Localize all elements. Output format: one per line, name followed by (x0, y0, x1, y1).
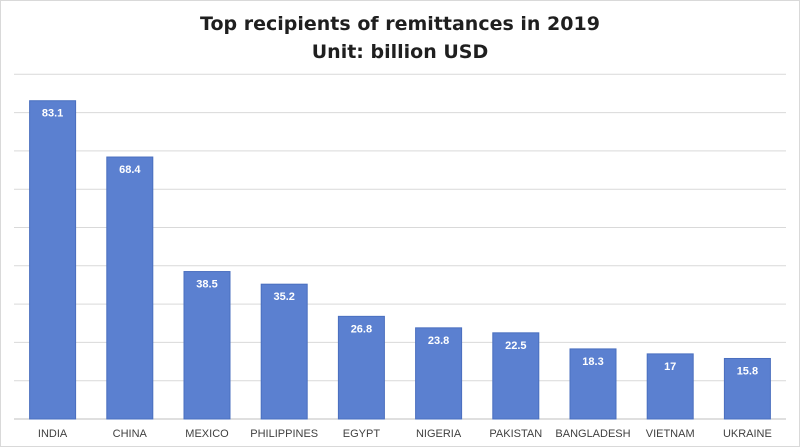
category-label: VIETNAM (646, 428, 695, 440)
data-label: 18.3 (582, 356, 603, 368)
data-label: 15.8 (737, 365, 758, 377)
data-label: 38.5 (196, 279, 217, 291)
category-label: MEXICO (185, 428, 229, 440)
bar-china (106, 156, 154, 420)
bar-ukraine (723, 357, 771, 420)
bars (29, 100, 771, 420)
category-label: PAKISTAN (489, 428, 542, 440)
bar-pakistan (492, 332, 540, 420)
chart-title: Top recipients of remittances in 2019 (200, 13, 600, 35)
category-label: INDIA (38, 428, 68, 440)
bar-vietnam (646, 353, 694, 420)
category-label: UKRAINE (723, 428, 772, 440)
bar-bangladesh (569, 348, 617, 420)
bar-egypt (337, 315, 385, 420)
value-labels: 83.1 68.4 38.5 35.2 26.8 23.8 22.5 18.3 17 15.8 (42, 108, 758, 378)
data-label: 22.5 (505, 340, 526, 352)
data-label: 68.4 (119, 164, 141, 176)
data-label: 35.2 (273, 291, 294, 303)
data-label: 83.1 (42, 108, 63, 120)
chart-subtitle: Unit: billion USD (312, 41, 489, 63)
bar-mexico (183, 271, 231, 420)
category-label: CHINA (113, 428, 148, 440)
data-label: 23.8 (428, 335, 449, 347)
category-labels: INDIA CHINA MEXICO PHILIPPINES EGYPT NIGERIA P… (38, 428, 772, 440)
category-label: NIGERIA (416, 428, 462, 440)
bar-philippines (260, 283, 308, 420)
bar-india (29, 100, 77, 420)
bar-nigeria (415, 327, 463, 420)
category-label: PHILIPPINES (250, 428, 318, 440)
data-label: 17 (664, 361, 676, 373)
category-label: BANGLADESH (555, 428, 630, 440)
data-label: 26.8 (351, 323, 372, 335)
category-label: EGYPT (343, 428, 381, 440)
